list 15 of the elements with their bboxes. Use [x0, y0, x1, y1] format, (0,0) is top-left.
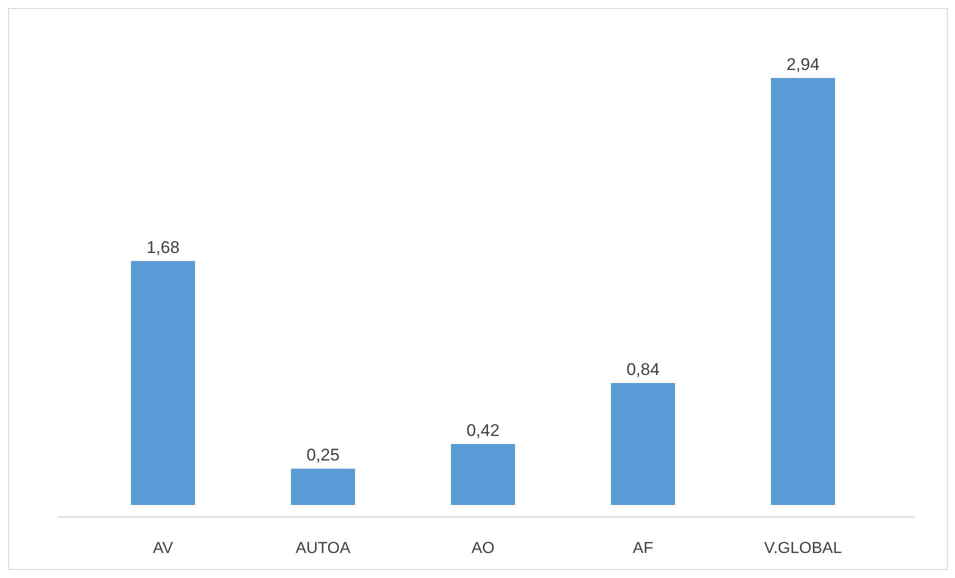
- data-label: 2,94: [786, 55, 820, 74]
- x-tick-label: V.GLOBAL: [764, 540, 842, 557]
- bar: [451, 444, 515, 505]
- x-tick-label: AV: [152, 540, 174, 557]
- data-label: 0,25: [306, 446, 340, 465]
- data-label: 0,42: [466, 421, 500, 440]
- bar: [131, 261, 195, 505]
- x-tick-label: AF: [632, 540, 654, 557]
- data-label: 0,84: [626, 360, 660, 379]
- x-tick-label: AUTOA: [296, 540, 351, 557]
- data-label: 1,68: [146, 238, 180, 257]
- bar: [611, 383, 675, 505]
- bar: [771, 78, 835, 505]
- bar: [291, 468, 355, 505]
- x-tick-label: AO: [471, 540, 495, 557]
